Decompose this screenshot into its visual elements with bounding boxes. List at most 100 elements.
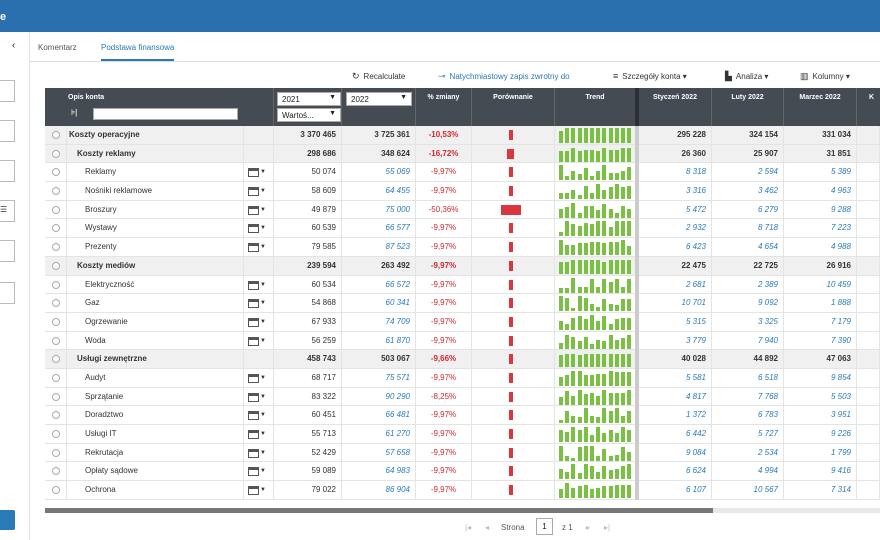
row-radio[interactable] [52, 448, 60, 457]
row-cell-jan[interactable]: 4 817 [639, 387, 712, 407]
row-cell-jan[interactable]: 6 442 [639, 425, 712, 444]
table-row[interactable]: Elektryczność ▼ 60 534 66 572 -9,97% 2 681 2 3… [45, 275, 880, 295]
calendar-icon[interactable] [248, 224, 259, 234]
table-row[interactable]: Gaz ▼ 54 868 60 341 -9,97% 10 701 9 092 1 888 [45, 294, 880, 313]
row-cell-jan[interactable]: 3 316 [639, 182, 712, 201]
row-radio[interactable] [52, 486, 60, 495]
row-cell-mar[interactable]: 1 888 [784, 294, 857, 313]
row-cell-jan[interactable]: 5 315 [639, 312, 712, 332]
scrollbar-thumb[interactable] [45, 508, 713, 513]
row-cell-feb[interactable]: 2 534 [712, 443, 784, 463]
header-pct-change[interactable]: % zmiany [416, 88, 472, 126]
row-radio[interactable] [52, 187, 60, 196]
caret-down-icon[interactable]: ▼ [260, 431, 266, 437]
row-radio[interactable] [52, 373, 60, 382]
table-row[interactable]: Nośniki reklamowe ▼ 58 609 64 455 -9,97% 3 31… [45, 182, 880, 201]
columns-menu[interactable]: ▥ Kolumny ▾ [800, 71, 850, 82]
row-cell-jan[interactable]: 2 681 [639, 275, 712, 295]
row-cell-mar[interactable]: 7 179 [784, 312, 857, 332]
table-row[interactable]: Koszty reklamy 298 686 348 624 -16,72% 26 36… [45, 144, 880, 164]
row-radio[interactable] [52, 392, 60, 401]
row-radio[interactable] [52, 467, 60, 476]
caret-down-icon[interactable]: ▼ [260, 281, 266, 288]
recalculate-button[interactable]: ↻ Recalculate [352, 71, 405, 82]
row-cell-mar[interactable]: 4 988 [784, 238, 857, 257]
row-cell-feb[interactable]: 3 462 [712, 182, 784, 201]
table-row[interactable]: Koszty mediów 239 594 263 492 -9,97% 22 475 2… [45, 256, 880, 276]
calendar-icon[interactable] [248, 280, 259, 290]
account-filter-input[interactable] [93, 108, 238, 120]
calendar-icon[interactable] [248, 486, 259, 496]
row-cell-feb[interactable]: 7 768 [712, 387, 784, 407]
calendar-icon[interactable] [248, 336, 259, 346]
row-cell-feb[interactable]: 10 567 [712, 481, 784, 500]
row-cell-mar[interactable]: 9 288 [784, 200, 857, 220]
sidebar-field-2[interactable] [0, 120, 15, 142]
last-page-icon[interactable]: ▸| [604, 523, 611, 532]
row-radio[interactable] [52, 261, 60, 270]
table-row[interactable]: Usługi zewnętrzne 458 743 503 067 -9,66% 40 … [45, 350, 880, 369]
table-row[interactable]: Ogrzewanie ▼ 67 933 74 709 -9,97% 5 315 3 325 7… [45, 312, 880, 332]
row-radio[interactable] [52, 243, 60, 252]
row-cell-2022[interactable]: 60 341 [342, 294, 416, 313]
row-cell-jan[interactable]: 2 932 [639, 219, 712, 239]
row-cell-feb[interactable]: 2 594 [712, 163, 784, 183]
caret-down-icon[interactable]: ▼ [260, 449, 266, 456]
calendar-icon[interactable] [248, 187, 259, 197]
row-cell-2022[interactable]: 86 904 [342, 481, 416, 500]
row-cell-mar[interactable]: 7 390 [784, 331, 857, 351]
writeback-toggle[interactable]: ⊸ Natychmiastowy zapis zwrotny do [438, 71, 570, 82]
caret-down-icon[interactable]: ▼ [260, 374, 266, 381]
row-cell-2022[interactable]: 75 000 [342, 200, 416, 220]
tab-podstawa-finansowa[interactable]: Podstawa finansowa [101, 43, 175, 61]
row-radio[interactable] [52, 411, 60, 420]
row-cell-jan[interactable]: 9 084 [639, 443, 712, 463]
caret-down-icon[interactable]: ▼ [260, 188, 266, 195]
table-row[interactable]: Opłaty sądowe ▼ 59 089 64 983 -9,97% 6 624 4 9… [45, 462, 880, 482]
caret-down-icon[interactable]: ▼ [260, 225, 266, 232]
table-row[interactable]: Woda ▼ 56 259 61 870 -9,97% 3 779 7 940 7 390 [45, 331, 880, 351]
row-cell-feb[interactable]: 6 518 [712, 368, 784, 388]
caret-down-icon[interactable]: ▼ [260, 487, 266, 494]
first-page-icon[interactable]: |◂ [465, 523, 472, 532]
row-cell-feb[interactable]: 5 727 [712, 425, 784, 444]
table-row[interactable]: Doradztwo ▼ 60 451 66 481 -9,97% 1 372 6 783 3 … [45, 406, 880, 425]
row-cell-jan[interactable]: 1 372 [639, 406, 712, 425]
header-comparison[interactable]: Porównanie [472, 88, 555, 126]
calendar-icon[interactable] [248, 243, 259, 253]
row-radio[interactable] [52, 131, 60, 139]
row-cell-jan[interactable]: 6 624 [639, 462, 712, 482]
row-cell-2022[interactable]: 87 523 [342, 238, 416, 257]
row-cell-jan[interactable]: 8 318 [639, 163, 712, 183]
row-cell-2022[interactable]: 75 571 [342, 368, 416, 388]
calendar-icon[interactable] [248, 467, 259, 477]
row-cell-mar[interactable]: 7 223 [784, 219, 857, 239]
header-feb-2022[interactable]: Luty 2022 [712, 88, 784, 126]
caret-down-icon[interactable]: ▼ [260, 300, 266, 307]
table-row[interactable]: Usługi IT ▼ 55 713 61 270 -9,97% 6 442 5 727 9 … [45, 425, 880, 444]
prev-page-icon[interactable]: ◂ [485, 523, 490, 532]
caret-down-icon[interactable]: ▼ [260, 206, 266, 213]
row-radio[interactable] [52, 224, 60, 233]
row-radio[interactable] [52, 280, 60, 289]
table-row[interactable]: Prezenty ▼ 79 585 87 523 -9,97% 6 423 4 654 4 9… [45, 238, 880, 257]
row-radio[interactable] [52, 299, 60, 308]
row-cell-mar[interactable]: 9 416 [784, 462, 857, 482]
sidebar-field-5[interactable] [0, 240, 15, 262]
header-account-desc[interactable]: Opis konta ⊧| [45, 88, 274, 126]
table-row[interactable]: Wystawy ▼ 60 539 66 577 -9,97% 2 932 8 718 7 22… [45, 219, 880, 239]
calendar-icon[interactable] [248, 168, 259, 178]
caret-down-icon[interactable]: ▼ [260, 337, 266, 344]
sidebar-field-6[interactable] [0, 282, 15, 304]
row-cell-2022[interactable]: 66 481 [342, 406, 416, 425]
value-type-select[interactable]: Wartoś... ▼ [277, 108, 341, 122]
row-cell-2022[interactable]: 57 658 [342, 443, 416, 463]
row-cell-mar[interactable]: 9 226 [784, 425, 857, 444]
calendar-icon[interactable] [248, 430, 259, 439]
year-2021-select[interactable]: 2021 ▼ [277, 92, 341, 106]
table-row[interactable]: Broszury ▼ 49 879 75 000 -50,36% 5 472 6 279 9 … [45, 200, 880, 220]
caret-down-icon[interactable]: ▼ [260, 412, 266, 419]
row-cell-jan[interactable]: 10 701 [639, 294, 712, 313]
row-cell-mar[interactable]: 10 459 [784, 275, 857, 295]
row-cell-2022[interactable]: 61 270 [342, 425, 416, 444]
